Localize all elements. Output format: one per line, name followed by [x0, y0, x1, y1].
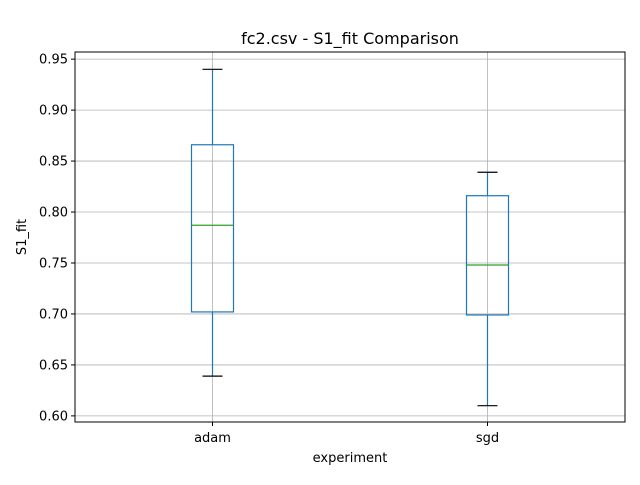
x-tick-label-sgd: sgd — [476, 431, 499, 446]
y-tick-label: 0.65 — [39, 358, 68, 373]
box-adam — [190, 68, 235, 377]
box-sgd — [465, 171, 510, 407]
axes-frame — [74, 51, 626, 423]
y-tick-label: 0.75 — [39, 256, 68, 271]
y-tick-label: 0.85 — [39, 155, 68, 170]
y-tick-label: 0.60 — [39, 409, 68, 424]
y-tick-label: 0.90 — [39, 104, 68, 119]
box-series — [190, 68, 510, 407]
iqr-box — [465, 195, 510, 316]
y-tick-label: 0.80 — [39, 206, 68, 221]
y-tick-label: 0.95 — [39, 53, 68, 68]
axis-ticks: 0.60 0.65 0.70 0.75 0.80 0.85 0.90 0.95 adam sgd — [39, 53, 499, 446]
x-tick-label-adam: adam — [194, 431, 231, 446]
y-tick-label: 0.70 — [39, 307, 68, 322]
iqr-box — [190, 144, 235, 313]
y-axis-title: S1_fit — [15, 219, 30, 255]
x-axis-title: experiment — [313, 451, 388, 466]
chart-title: fc2.csv - S1_fit Comparison — [241, 29, 459, 49]
